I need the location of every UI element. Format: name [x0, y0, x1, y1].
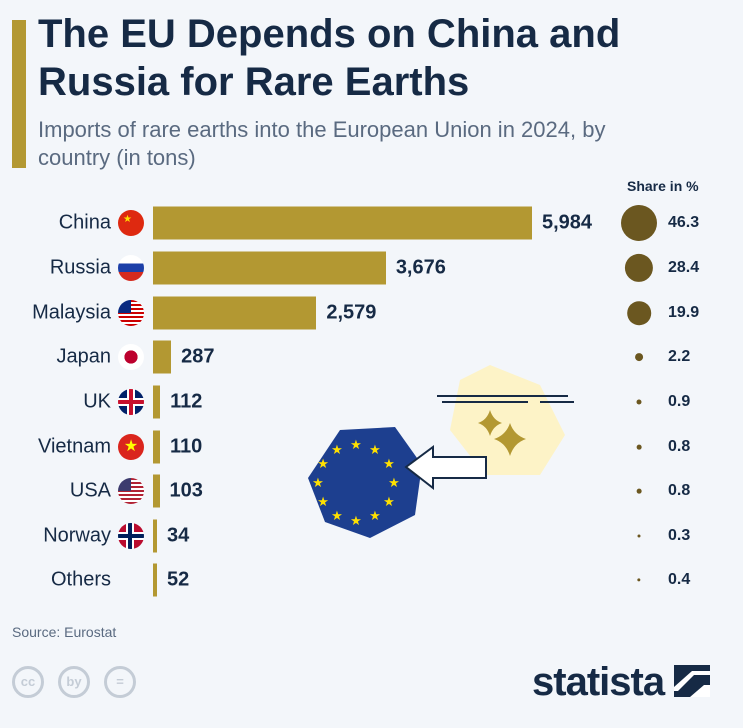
share-dot: [637, 534, 641, 538]
eu-star-icon: ★: [312, 475, 324, 490]
eu-illustration: ★ ★★★★★★★★★★★: [308, 365, 574, 538]
cc-icon: cc: [12, 666, 44, 698]
accent-bar: [12, 20, 26, 168]
statista-logo: statista: [532, 660, 711, 705]
sparkle-icon: [478, 410, 502, 436]
value-label: 110: [169, 435, 203, 458]
bar: [153, 563, 157, 597]
page-title: The EU Depends on China and Russia for R…: [38, 12, 621, 104]
sparkle-hexagon: [450, 365, 565, 475]
attribution-icon: by: [58, 666, 90, 698]
share-label: 19.9: [668, 304, 700, 321]
share-dot: [636, 488, 642, 494]
share-header: Share in %: [627, 178, 699, 194]
value-label: 5,984: [542, 211, 593, 234]
share-dot: [621, 205, 657, 241]
bar: [153, 474, 160, 508]
value-label: 52: [167, 568, 190, 591]
bar: [153, 385, 161, 419]
source-note: Source: Eurostat: [12, 624, 117, 640]
share-dot: [636, 399, 642, 405]
category-label: Others: [50, 568, 111, 591]
share-label: 46.3: [668, 214, 700, 231]
share-label: 0.4: [668, 571, 691, 588]
share-label: 28.4: [668, 259, 700, 276]
eu-star-icon: ★: [383, 494, 395, 509]
share-dot: [627, 301, 651, 325]
share-label: 0.3: [668, 527, 691, 544]
category-label: Russia: [49, 256, 111, 279]
value-label: 2,579: [326, 301, 377, 324]
eu-star-icon: ★: [350, 513, 362, 528]
eu-star-icon: ★: [350, 437, 362, 452]
sparkle-icon: [494, 423, 526, 456]
category-label: Vietnam: [37, 435, 111, 458]
category-label: Japan: [56, 345, 112, 368]
category-label: China: [58, 211, 111, 234]
eu-star-icon: ★: [388, 475, 400, 490]
no-derivatives-icon: =: [104, 666, 136, 698]
bar: [153, 430, 160, 464]
category-label: UK: [83, 390, 111, 413]
russia-flag-icon: [118, 255, 144, 281]
value-label: 3,676: [395, 256, 446, 279]
vietnam-flag-icon: ★: [118, 434, 144, 460]
eu-star-icon: ★: [369, 508, 381, 523]
eu-flag-hexagon: [308, 427, 422, 538]
bar: [153, 340, 172, 374]
category-label: USA: [69, 479, 111, 502]
bar: [153, 251, 386, 285]
bar: [153, 206, 532, 240]
share-dot: [635, 353, 643, 361]
value-label: 287: [181, 345, 215, 368]
value-label: 103: [169, 479, 203, 502]
arrow-left-icon: [404, 445, 487, 491]
uk-flag-icon: [118, 389, 144, 415]
category-label: Malaysia: [32, 301, 111, 324]
eu-star-icon: ★: [331, 442, 343, 457]
category-label: Norway: [43, 524, 111, 547]
usa-flag-icon: [118, 478, 144, 504]
value-label: 34: [167, 524, 190, 547]
malaysia-flag-icon: [118, 300, 144, 326]
bar: [153, 519, 157, 553]
china-flag-icon: ★: [118, 210, 144, 236]
eu-star-icon: ★: [383, 456, 395, 471]
subtitle: Imports of rare earths into the European…: [38, 117, 606, 170]
share-dot: [624, 253, 654, 283]
bar: [153, 296, 317, 330]
share-dot: [637, 578, 641, 582]
statista-mark-icon: [674, 665, 711, 697]
eu-star-icon: ★: [317, 494, 329, 509]
eu-star-icon: ★: [331, 508, 343, 523]
share-label: 2.2: [668, 348, 691, 365]
eu-star-icon: ★: [317, 456, 329, 471]
share-dot: [636, 444, 642, 450]
share-label: 0.8: [668, 438, 691, 455]
norway-flag-icon: [118, 523, 144, 549]
share-label: 0.9: [668, 393, 691, 410]
share-label: 0.8: [668, 482, 691, 499]
value-label: 112: [170, 390, 203, 413]
eu-star-icon: ★: [369, 442, 381, 457]
japan-flag-icon: [118, 344, 144, 370]
